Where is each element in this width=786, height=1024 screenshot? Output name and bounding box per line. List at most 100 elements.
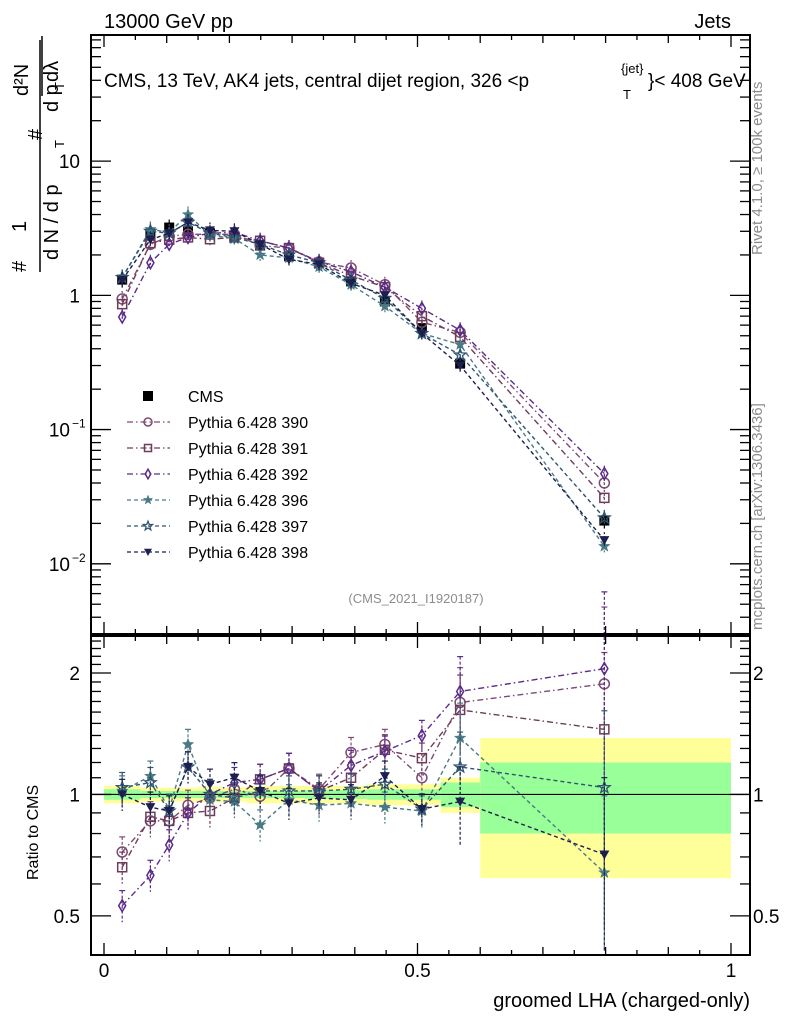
ratio-point	[284, 760, 294, 776]
svg-text:1: 1	[9, 221, 31, 232]
svg-text:d²N: d²N	[11, 64, 33, 96]
ratio-point	[183, 762, 194, 772]
legend: CMS Pythia 6.428 390 Pythia 6.428 391 Pythi…	[127, 389, 308, 562]
ratio-point	[416, 805, 427, 815]
stat-uncertainty-band	[480, 762, 731, 834]
ratio-point	[314, 793, 325, 803]
ratio-point	[142, 774, 158, 789]
svg-text:T: T	[52, 140, 67, 148]
x-axis-label: groomed LHA (charged-only)	[493, 990, 750, 1012]
legend-label: Pythia 6.428 392	[188, 467, 308, 484]
data-point	[204, 226, 215, 236]
ratio-point	[599, 661, 609, 677]
series-line	[121, 236, 605, 499]
data-point	[145, 235, 156, 245]
ratio-point	[117, 898, 127, 914]
ratio-y-tick-label: 2	[69, 664, 80, 685]
x-tick-label: 0	[99, 961, 110, 982]
ratio-y-tick-label-right: 2	[753, 664, 764, 685]
legend-marker	[144, 548, 152, 556]
analysis-id-annotation: (CMS_2021_I1920187)	[348, 591, 483, 606]
legend-entry: Pythia 6.428 391	[127, 441, 308, 458]
legend-marker	[143, 443, 153, 453]
data-point	[314, 260, 325, 270]
data-point	[229, 227, 240, 237]
ratio-y-tick-label-right: 1	[753, 785, 764, 806]
ratio-point	[164, 837, 174, 853]
y-tick-exponent: −1	[72, 417, 86, 431]
ratio-point	[378, 800, 392, 813]
ratio-y-tick-label-right: 0.5	[753, 907, 779, 928]
ratio-series-pythia-6-428-398	[117, 751, 610, 951]
legend-entry: CMS	[143, 389, 224, 406]
ratio-series-pythia-6-428-392	[117, 591, 609, 923]
legend-entry: Pythia 6.428 396	[127, 493, 308, 510]
ratio-point	[346, 795, 357, 805]
ratio-series-group	[114, 591, 612, 951]
data-point	[596, 509, 612, 525]
ratio-point	[599, 850, 610, 860]
data-point	[164, 229, 175, 239]
ratio-point	[346, 757, 356, 773]
legend-entry: Pythia 6.428 390	[127, 415, 308, 432]
data-point	[146, 255, 155, 271]
main-y-axis-label: # 1 d N / d p T # d²N d p T dλ	[9, 36, 67, 272]
ratio-series-line	[121, 736, 605, 874]
ratio-series-line	[121, 683, 605, 853]
data-point	[116, 298, 128, 310]
data-point	[253, 248, 267, 261]
legend-marker	[143, 391, 153, 401]
ratio-point	[146, 867, 155, 883]
data-point	[117, 276, 128, 286]
y-tick-label: 10	[59, 152, 80, 173]
data-point	[142, 223, 158, 238]
rivet-label: Rivet 4.1.0, ≥ 100k events	[749, 82, 766, 255]
ratio-point	[164, 806, 175, 816]
svg-text:#: #	[25, 128, 47, 140]
y-tick-label: 10	[49, 555, 70, 576]
data-point	[455, 361, 466, 371]
data-point	[452, 346, 468, 362]
ratio-point	[253, 818, 267, 831]
legend-marker	[141, 519, 155, 532]
ratio-point	[283, 799, 294, 809]
data-point	[226, 229, 242, 244]
ratio-point	[145, 803, 156, 813]
y-tick-exponent: −2	[72, 551, 86, 565]
series-pythia-6-428-391	[116, 229, 610, 506]
svg-text:d p: d p	[41, 84, 63, 112]
legend-label: Pythia 6.428 391	[188, 441, 308, 458]
ratio-point	[416, 771, 428, 784]
legend-label: Pythia 6.428 390	[188, 415, 308, 432]
data-point	[416, 310, 428, 322]
ratio-y-tick-label: 0.5	[54, 907, 80, 928]
data-point	[599, 466, 609, 482]
data-point	[455, 322, 465, 338]
ratio-plot-frame	[90, 635, 751, 956]
legend-entry: Pythia 6.428 398	[127, 545, 308, 562]
ratio-point	[455, 683, 465, 699]
ratio-series-line	[121, 765, 605, 856]
data-point	[117, 309, 127, 325]
ratio-point	[255, 786, 266, 796]
plot-title-sup: {jet}	[621, 61, 644, 76]
legend-entry: Pythia 6.428 397	[127, 519, 308, 536]
main-plot-frame	[90, 34, 751, 635]
plot-title-main: CMS, 13 TeV, AK4 jets, central dijet reg…	[104, 71, 529, 92]
ratio-point	[379, 772, 390, 782]
legend-label: Pythia 6.428 398	[188, 545, 308, 562]
ratio-point	[417, 727, 427, 743]
mcplots-label: mcplots.cern.ch [arXiv:1306.3436]	[749, 403, 766, 630]
ratio-point	[183, 805, 193, 821]
plot-title-sub: T	[623, 87, 631, 102]
data-point	[416, 329, 427, 339]
ratio-point	[116, 846, 128, 858]
svg-text:d N / d p: d N / d p	[41, 184, 63, 260]
ratio-point	[229, 773, 240, 783]
main-series-group	[114, 206, 612, 555]
ratio-series-line	[121, 667, 605, 907]
ratio-point	[117, 790, 128, 800]
ratio-point	[380, 743, 390, 759]
data-point	[183, 218, 194, 228]
